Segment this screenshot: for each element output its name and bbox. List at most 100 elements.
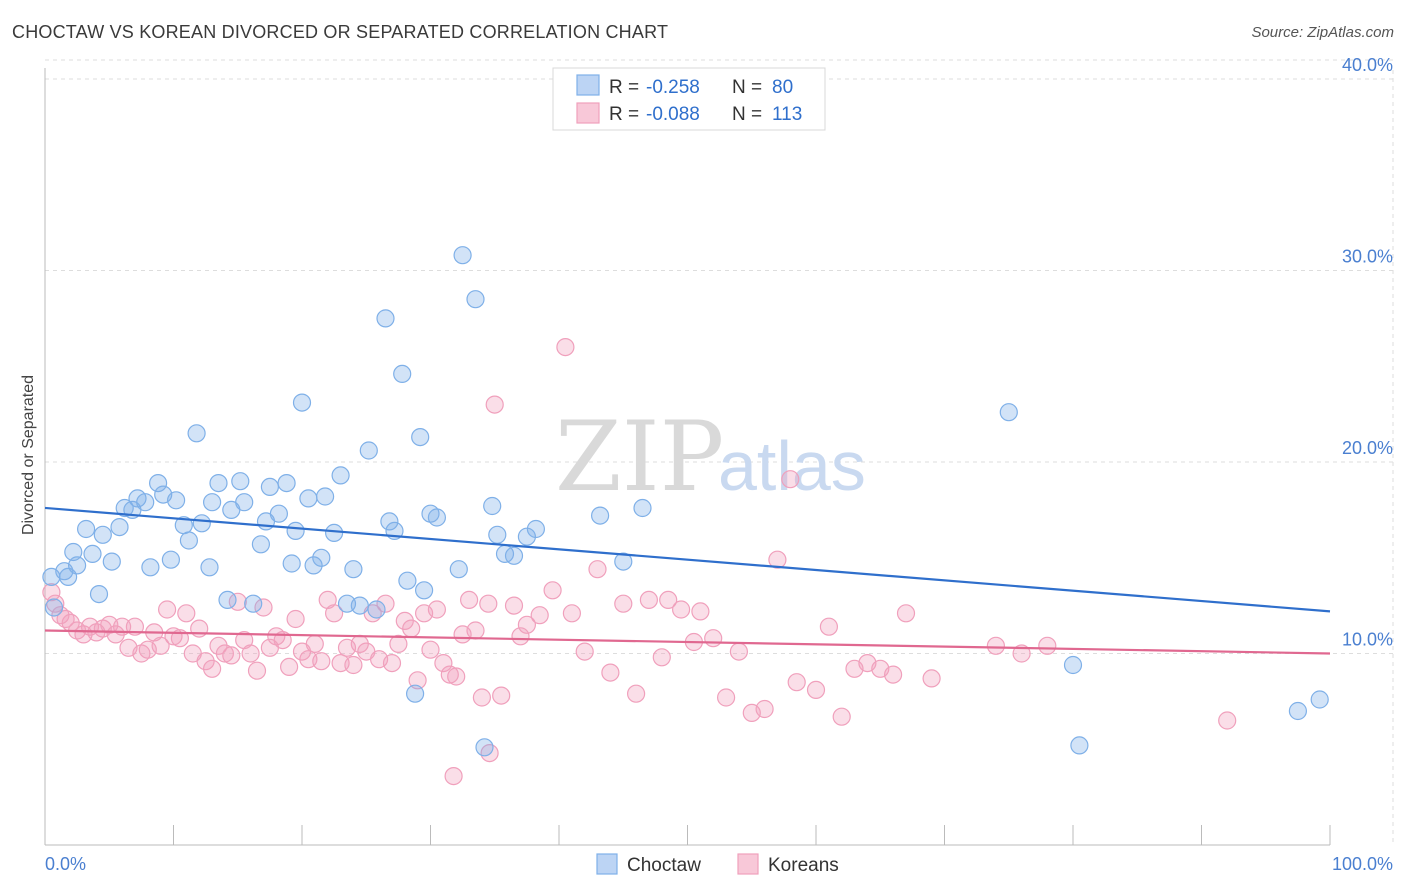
koreans-point-111 — [444, 766, 463, 786]
koreans-point-34 — [254, 598, 273, 617]
choctaw-point-6 — [83, 544, 102, 564]
y-tick-label-0: 10.0% — [1342, 630, 1393, 650]
koreans-point-63 — [440, 665, 459, 684]
koreans-point-112 — [480, 743, 499, 763]
choctaw-point-50 — [367, 600, 386, 619]
watermark-atlas: atlas — [718, 427, 866, 505]
koreans-point-108 — [1012, 644, 1031, 663]
choctaw-point-37 — [282, 554, 301, 573]
koreans-point-48 — [344, 655, 363, 675]
koreans-point-72 — [504, 596, 524, 615]
choctaw-point-39 — [292, 393, 312, 412]
legend-r-value-koreans: -0.088 — [646, 104, 700, 125]
koreans-point-109 — [1038, 636, 1057, 655]
choctaw-point-57 — [415, 581, 434, 600]
choctaw-point-47 — [344, 560, 363, 579]
choctaw-point-43 — [316, 487, 335, 506]
source-label: Source: ZipAtlas.com — [1251, 24, 1394, 41]
koreans-point-73 — [511, 627, 530, 646]
choctaw-point-29 — [231, 472, 250, 491]
koreans-point-60 — [421, 640, 440, 659]
choctaw-point-5 — [76, 519, 96, 539]
koreans-point-55 — [389, 634, 408, 654]
choctaw-point-59 — [427, 508, 446, 527]
choctaw-point-35 — [269, 504, 288, 523]
koreans-point-81 — [601, 663, 620, 682]
choctaw-point-79 — [44, 598, 64, 617]
choctaw-point-7 — [89, 584, 109, 604]
koreans-point-80 — [588, 560, 607, 579]
gridlines — [45, 59, 1394, 845]
choctaw-point-40 — [299, 489, 318, 508]
axes — [44, 68, 1331, 846]
koreans-point-32 — [241, 644, 260, 663]
koreans-point-85 — [652, 648, 671, 667]
koreans-point-39 — [286, 609, 305, 629]
choctaw-point-19 — [167, 491, 186, 510]
choctaw-point-3 — [64, 542, 83, 562]
koreans-point-0 — [42, 583, 61, 602]
koreans-point-99 — [819, 617, 839, 636]
koreans-point-96 — [781, 470, 800, 489]
choctaw-point-44 — [325, 523, 344, 543]
choctaw-point-49 — [359, 441, 378, 460]
koreans-point-33 — [247, 661, 267, 680]
choctaw-point-69 — [526, 519, 546, 539]
koreans-point-69 — [479, 594, 498, 613]
bottom-legend-swatch-choctaw — [596, 853, 618, 875]
y-tick-label-1: 20.0% — [1342, 438, 1393, 458]
koreans-point-38 — [280, 657, 299, 677]
choctaw-point-61 — [449, 560, 468, 579]
koreans-point-94 — [755, 699, 774, 719]
koreans-point-43 — [312, 652, 331, 671]
koreans-point-75 — [530, 606, 549, 625]
choctaw-point-30 — [235, 493, 254, 512]
choctaw-point-64 — [483, 496, 502, 516]
choctaw-point-9 — [102, 552, 121, 571]
choctaw-point-21 — [179, 531, 198, 550]
legend-n-value-choctaw: 80 — [772, 77, 793, 98]
bottom-legend-choctaw: Choctaw — [627, 855, 701, 876]
choctaw-point-75 — [1063, 655, 1083, 675]
stats-legend: R = -0.258 N = 80 R = -0.088 N = 113 — [552, 67, 826, 131]
x-tick-label-1: 100.0% — [1332, 854, 1393, 874]
series-legend: Choctaw Koreans — [596, 853, 839, 876]
choctaw-point-67 — [504, 546, 524, 565]
choctaw-point-78 — [1310, 690, 1329, 709]
choctaw-point-52 — [380, 512, 399, 531]
koreans-point-42 — [305, 634, 324, 654]
series-koreans-points — [42, 338, 1237, 786]
choctaw-point-72 — [614, 552, 633, 571]
y-axis-label: Divorced or Separated — [20, 375, 37, 535]
legend-n-value-koreans: 113 — [772, 104, 802, 125]
koreans-point-104 — [883, 665, 903, 684]
choctaw-point-31 — [244, 594, 263, 613]
chart-title: CHOCTAW VS KOREAN DIVORCED OR SEPARATED … — [12, 22, 669, 42]
choctaw-point-32 — [251, 535, 270, 554]
y-tick-labels: 10.0% 20.0% 30.0% 40.0% — [1342, 55, 1393, 650]
bottom-legend-koreans: Koreans — [768, 855, 839, 876]
choctaw-point-23 — [192, 514, 211, 533]
choctaw-point-65 — [488, 525, 507, 544]
koreans-point-89 — [691, 602, 710, 621]
bottom-legend-swatch-koreans — [737, 853, 759, 875]
koreans-point-62 — [434, 653, 453, 673]
choctaw-point-63 — [466, 290, 485, 309]
legend-r-label-choctaw: R = — [609, 77, 639, 98]
koreans-point-22 — [177, 604, 196, 623]
legend-r-value-choctaw: -0.258 — [646, 77, 700, 98]
watermark-zip: ZIP — [555, 401, 724, 513]
koreans-point-79 — [575, 642, 594, 661]
koreans-point-107 — [986, 636, 1006, 655]
koreans-point-68 — [472, 688, 491, 707]
legend-swatch-choctaw — [576, 74, 600, 96]
koreans-point-87 — [671, 600, 691, 619]
choctaw-point-22 — [187, 424, 206, 443]
koreans-point-29 — [222, 646, 241, 665]
koreans-point-58 — [408, 671, 427, 690]
koreans-point-66 — [460, 590, 479, 610]
choctaw-point-4 — [67, 556, 87, 575]
koreans-point-54 — [382, 653, 402, 673]
koreans-point-76 — [543, 581, 562, 600]
